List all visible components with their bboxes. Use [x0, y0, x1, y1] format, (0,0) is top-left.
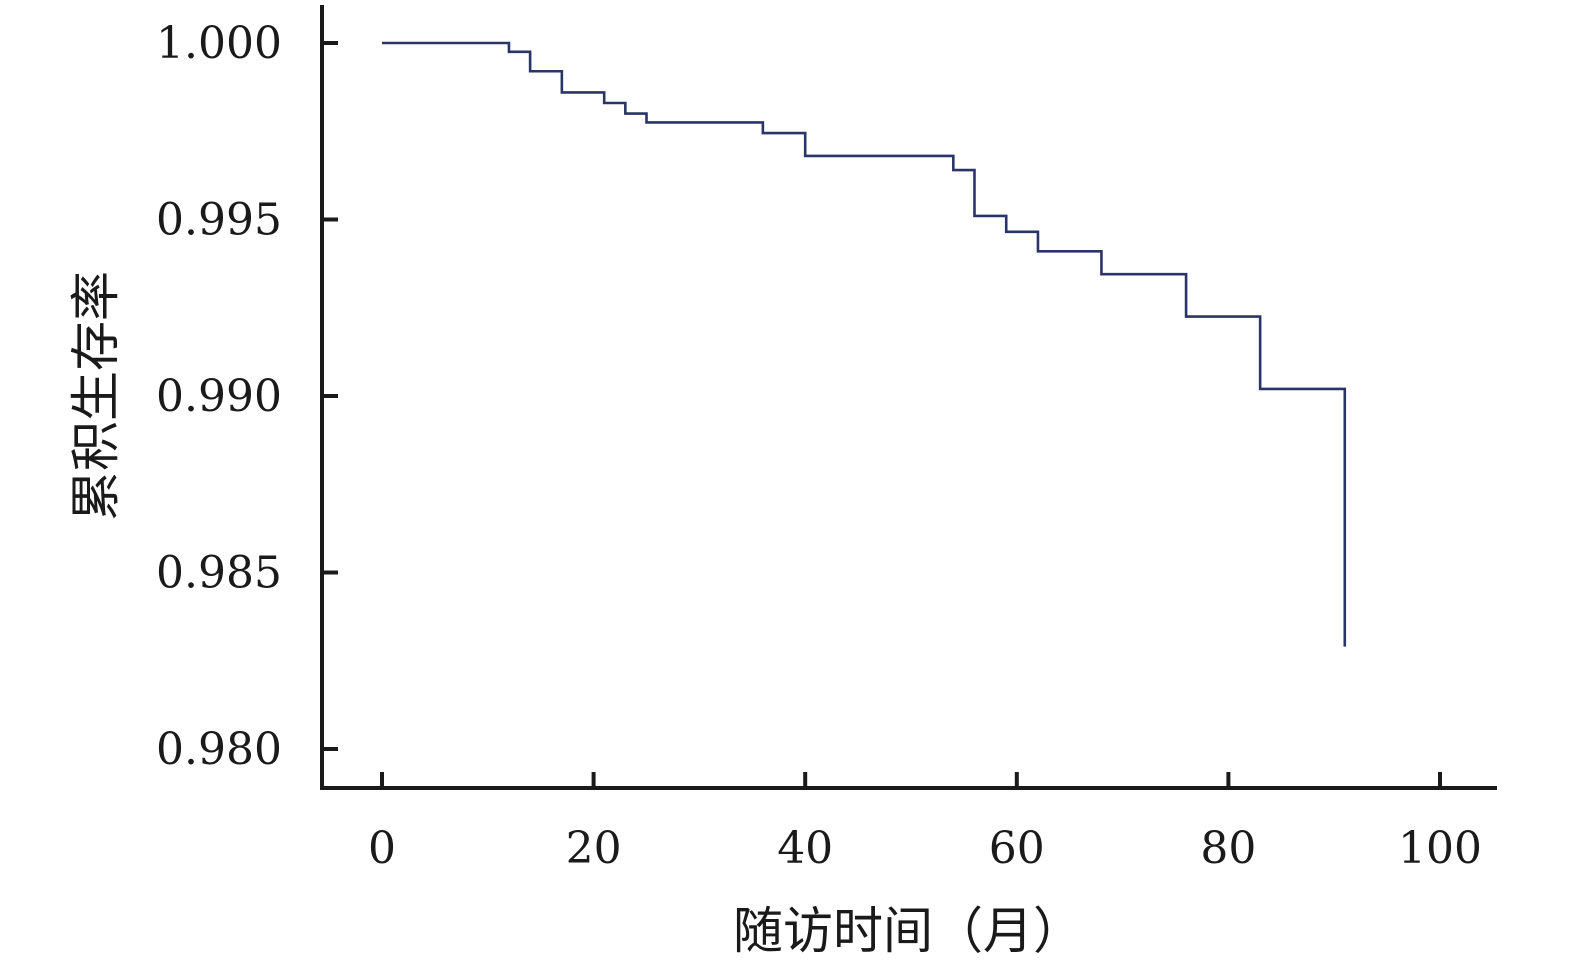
x-tick-label: 100 — [1398, 823, 1482, 874]
x-tick-label: 40 — [777, 823, 833, 874]
y-tick-label: 0.985 — [156, 548, 282, 599]
x-tick-label: 20 — [566, 823, 622, 874]
x-tick-label: 80 — [1200, 823, 1256, 874]
y-tick-label: 0.995 — [156, 195, 282, 246]
ticks: 1.000 0.995 0.990 0.985 0.980 0 20 40 60 80 100 — [156, 18, 1482, 874]
axes — [320, 5, 1497, 790]
y-tick-label: 0.990 — [156, 371, 282, 422]
x-axis-title: 随访时间（月） — [733, 902, 1083, 960]
y-tick-label: 0.980 — [156, 724, 282, 775]
survival-step-line — [382, 43, 1345, 647]
series — [382, 43, 1345, 647]
y-axis-title: 累积生存率 — [67, 271, 125, 521]
y-tick-label: 1.000 — [156, 18, 282, 69]
x-tick-label: 60 — [989, 823, 1045, 874]
x-tick-label: 0 — [368, 823, 396, 874]
